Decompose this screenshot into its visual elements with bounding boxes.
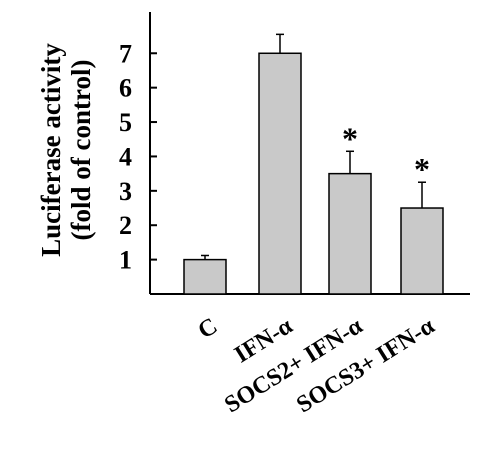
y-ticks: 1 2 3 4 5 6 7 bbox=[119, 39, 157, 275]
significance-marks: ** bbox=[342, 120, 430, 187]
y-tick-label: 5 bbox=[119, 108, 132, 137]
bar bbox=[258, 52, 302, 295]
error-bars bbox=[201, 33, 426, 260]
y-tick-label: 3 bbox=[119, 177, 132, 206]
y-tick-label: 7 bbox=[119, 39, 132, 68]
significance-star: * bbox=[342, 120, 358, 156]
bar bbox=[183, 258, 227, 295]
significance-star: * bbox=[414, 151, 430, 187]
bar bbox=[400, 207, 444, 295]
y-axis-label: Luciferase activity (fold of control) bbox=[36, 43, 96, 257]
y-tick-label: 1 bbox=[119, 246, 132, 275]
bars bbox=[183, 52, 444, 295]
y-axis-label-line-1: Luciferase activity bbox=[36, 43, 66, 257]
x-tick-label: C bbox=[194, 313, 222, 344]
y-tick-label: 4 bbox=[119, 142, 132, 171]
y-tick-label: 6 bbox=[119, 74, 132, 103]
y-axis-label-line-2: (fold of control) bbox=[66, 60, 96, 241]
bar bbox=[328, 172, 372, 295]
y-tick-label: 2 bbox=[119, 211, 132, 240]
